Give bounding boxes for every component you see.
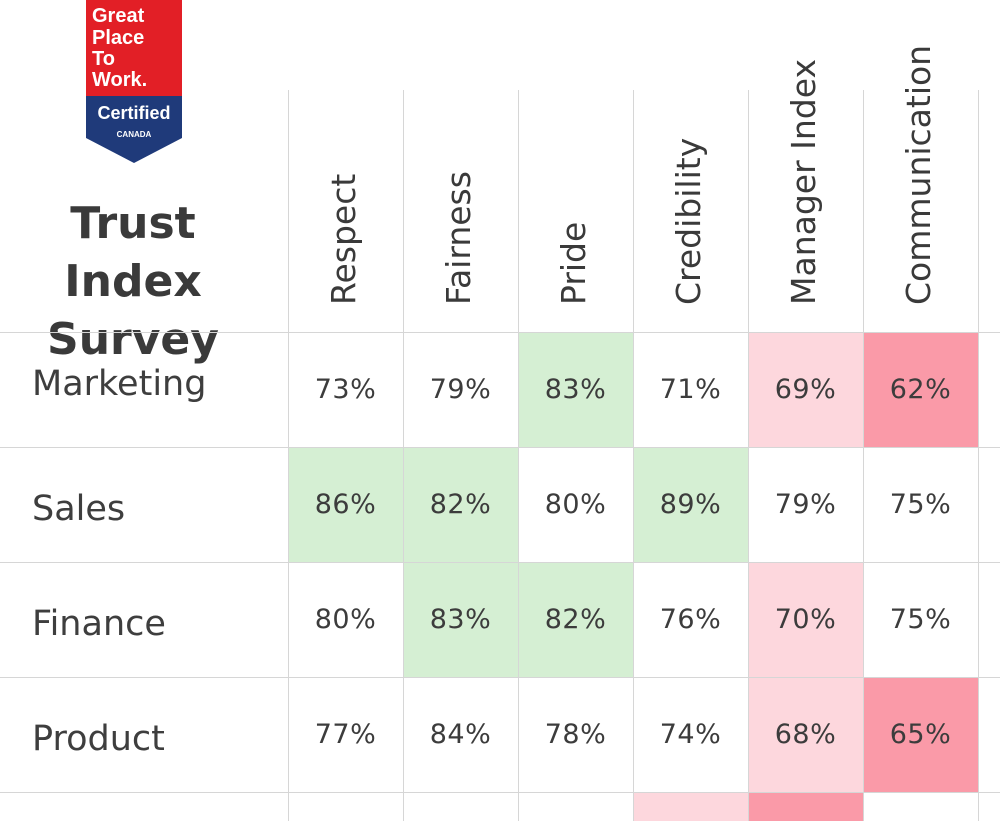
heatmap-cell: 62% bbox=[863, 332, 978, 447]
heatmap-cell: 80% bbox=[544, 489, 607, 520]
heatmap-cell: 82% bbox=[518, 562, 633, 677]
logo-line-1: Great bbox=[92, 5, 145, 27]
heatmap-cell: 77% bbox=[314, 719, 377, 750]
heatmap-cell: 70% bbox=[748, 562, 863, 677]
row-header: Product bbox=[32, 718, 165, 759]
grid-vertical-line bbox=[633, 90, 634, 821]
heatmap-cell: 80% bbox=[314, 604, 377, 635]
logo-line-2: Place bbox=[92, 27, 144, 49]
title-line-2: Survey bbox=[47, 314, 219, 365]
heatmap-cell: 78% bbox=[544, 719, 607, 750]
grid-vertical-line bbox=[518, 90, 519, 821]
heatmap-cell: 79% bbox=[774, 489, 837, 520]
heatmap-cell: 84% bbox=[429, 719, 492, 750]
column-header-label: Communication bbox=[899, 44, 938, 305]
grid-vertical-line bbox=[748, 90, 749, 821]
heatmap-cell: 83% bbox=[403, 562, 518, 677]
row-header: Finance bbox=[32, 603, 166, 644]
partial-row-cell bbox=[633, 792, 748, 821]
heatmap-cell: 89% bbox=[633, 447, 748, 562]
grid-vertical-line bbox=[403, 90, 404, 821]
grid-horizontal-line bbox=[0, 792, 1000, 793]
heatmap-cell: 68% bbox=[748, 677, 863, 792]
heatmap-cell: 76% bbox=[659, 604, 722, 635]
heatmap-cell: 69% bbox=[748, 332, 863, 447]
logo-certified: Certified bbox=[97, 103, 170, 123]
grid-horizontal-line bbox=[0, 562, 1000, 563]
heatmap-cell: 75% bbox=[889, 489, 952, 520]
great-place-to-work-logo: Great Place To Work. Certified CANADA bbox=[86, 0, 182, 163]
title-line-1: Trust Index bbox=[64, 198, 202, 307]
column-header-label: Fairness bbox=[439, 171, 478, 305]
heatmap-cell: 75% bbox=[889, 604, 952, 635]
heatmap-cell: 65% bbox=[863, 677, 978, 792]
partial-row-cell bbox=[748, 792, 863, 821]
heatmap-cell: 86% bbox=[288, 447, 403, 562]
heatmap-cell: 79% bbox=[429, 374, 492, 405]
grid-vertical-line bbox=[978, 90, 979, 821]
grid-vertical-line bbox=[863, 90, 864, 821]
row-header: Sales bbox=[32, 488, 126, 529]
heatmap-cell: 82% bbox=[403, 447, 518, 562]
column-header-label: Credibility bbox=[669, 137, 708, 305]
logo-line-3: To bbox=[92, 48, 115, 70]
grid-horizontal-line bbox=[0, 332, 1000, 333]
column-header-label: Pride bbox=[554, 221, 593, 305]
grid-vertical-line bbox=[288, 90, 289, 821]
grid-horizontal-line bbox=[0, 447, 1000, 448]
heatmap-cell: 74% bbox=[659, 719, 722, 750]
grid-horizontal-line bbox=[0, 677, 1000, 678]
logo-country: CANADA bbox=[117, 130, 152, 139]
logo-line-4: Work. bbox=[92, 69, 147, 91]
column-header-label: Manager Index bbox=[784, 59, 823, 305]
heatmap-cell: 83% bbox=[518, 332, 633, 447]
heatmap-cell: 71% bbox=[659, 374, 722, 405]
column-header-label: Respect bbox=[324, 173, 363, 305]
heatmap-cell: 73% bbox=[314, 374, 377, 405]
page-title: Trust Index Survey bbox=[0, 195, 266, 369]
row-header: Marketing bbox=[32, 363, 207, 404]
